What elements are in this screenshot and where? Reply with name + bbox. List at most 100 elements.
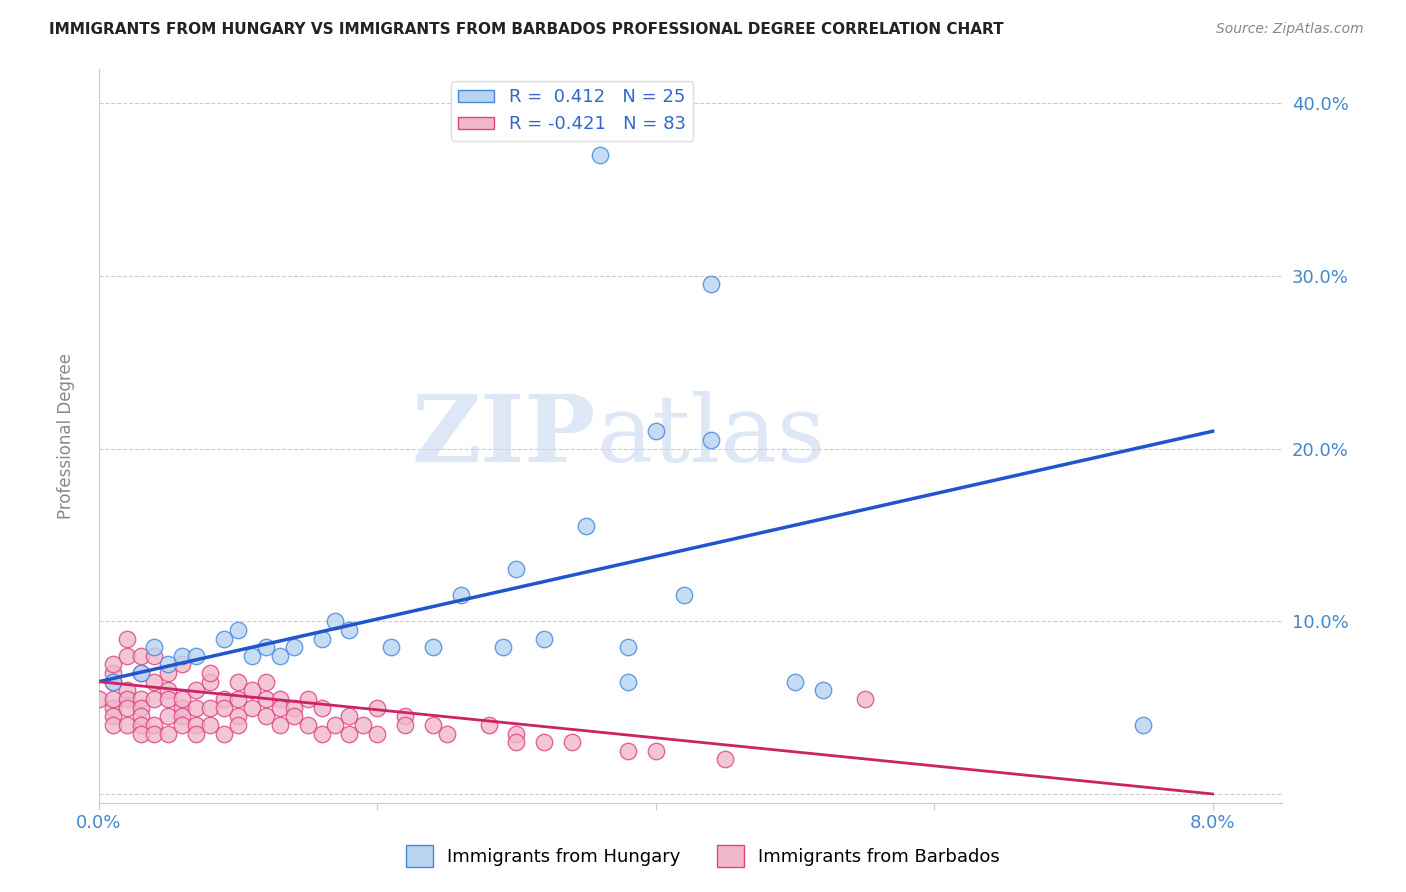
Point xyxy=(240,700,263,714)
Text: atlas: atlas xyxy=(596,391,825,481)
Point xyxy=(1132,718,1154,732)
Point xyxy=(575,519,598,533)
Point xyxy=(533,632,555,646)
Point xyxy=(436,726,458,740)
Point xyxy=(394,718,416,732)
Text: IMMIGRANTS FROM HUNGARY VS IMMIGRANTS FROM BARBADOS PROFESSIONAL DEGREE CORRELAT: IMMIGRANTS FROM HUNGARY VS IMMIGRANTS FR… xyxy=(49,22,1004,37)
Point xyxy=(644,744,666,758)
Point xyxy=(226,718,249,732)
Point xyxy=(101,692,124,706)
Point xyxy=(505,562,527,576)
Point xyxy=(198,718,221,732)
Point xyxy=(269,648,291,663)
Text: ZIP: ZIP xyxy=(412,391,596,481)
Point xyxy=(714,752,737,766)
Point xyxy=(186,700,208,714)
Point xyxy=(115,683,138,698)
Point xyxy=(254,692,277,706)
Point xyxy=(297,692,319,706)
Point xyxy=(505,735,527,749)
Point xyxy=(254,674,277,689)
Point xyxy=(172,709,194,723)
Point xyxy=(129,648,152,663)
Point xyxy=(212,632,235,646)
Point xyxy=(101,666,124,681)
Point xyxy=(101,709,124,723)
Point xyxy=(617,640,640,654)
Point xyxy=(129,666,152,681)
Point xyxy=(129,726,152,740)
Y-axis label: Professional Degree: Professional Degree xyxy=(58,352,75,518)
Point xyxy=(672,588,695,602)
Legend: R =  0.412   N = 25, R = -0.421   N = 83: R = 0.412 N = 25, R = -0.421 N = 83 xyxy=(451,81,693,141)
Point xyxy=(297,718,319,732)
Point xyxy=(115,632,138,646)
Point xyxy=(115,700,138,714)
Point xyxy=(212,692,235,706)
Point xyxy=(283,640,305,654)
Point xyxy=(115,692,138,706)
Point xyxy=(172,648,194,663)
Point xyxy=(101,674,124,689)
Point xyxy=(115,718,138,732)
Point xyxy=(129,718,152,732)
Point xyxy=(589,148,612,162)
Legend: Immigrants from Hungary, Immigrants from Barbados: Immigrants from Hungary, Immigrants from… xyxy=(399,838,1007,874)
Point xyxy=(101,674,124,689)
Point xyxy=(87,692,110,706)
Point xyxy=(101,718,124,732)
Point xyxy=(157,683,180,698)
Point xyxy=(254,709,277,723)
Point xyxy=(129,700,152,714)
Point xyxy=(186,648,208,663)
Point xyxy=(283,700,305,714)
Point xyxy=(186,726,208,740)
Point xyxy=(644,424,666,438)
Point xyxy=(617,674,640,689)
Point xyxy=(366,700,388,714)
Point xyxy=(212,700,235,714)
Point xyxy=(198,666,221,681)
Point xyxy=(561,735,583,749)
Point xyxy=(226,623,249,637)
Point xyxy=(491,640,513,654)
Point xyxy=(157,692,180,706)
Point xyxy=(143,726,166,740)
Point xyxy=(811,683,834,698)
Point xyxy=(186,718,208,732)
Point xyxy=(226,674,249,689)
Point xyxy=(311,700,333,714)
Point xyxy=(129,709,152,723)
Point xyxy=(422,718,444,732)
Point xyxy=(240,648,263,663)
Point xyxy=(172,718,194,732)
Point xyxy=(422,640,444,654)
Point xyxy=(157,666,180,681)
Point xyxy=(533,735,555,749)
Point xyxy=(226,709,249,723)
Point xyxy=(783,674,806,689)
Point xyxy=(143,692,166,706)
Point xyxy=(129,692,152,706)
Point xyxy=(172,657,194,672)
Point xyxy=(325,718,347,732)
Point xyxy=(325,614,347,628)
Point xyxy=(269,692,291,706)
Point xyxy=(198,700,221,714)
Point xyxy=(240,683,263,698)
Point xyxy=(115,648,138,663)
Point xyxy=(339,726,361,740)
Point xyxy=(478,718,501,732)
Point xyxy=(617,744,640,758)
Point xyxy=(450,588,472,602)
Point xyxy=(311,726,333,740)
Point xyxy=(311,632,333,646)
Point xyxy=(254,640,277,654)
Point xyxy=(853,692,876,706)
Point xyxy=(700,433,723,447)
Point xyxy=(186,683,208,698)
Point xyxy=(700,277,723,292)
Point xyxy=(339,709,361,723)
Text: Source: ZipAtlas.com: Source: ZipAtlas.com xyxy=(1216,22,1364,37)
Point xyxy=(172,692,194,706)
